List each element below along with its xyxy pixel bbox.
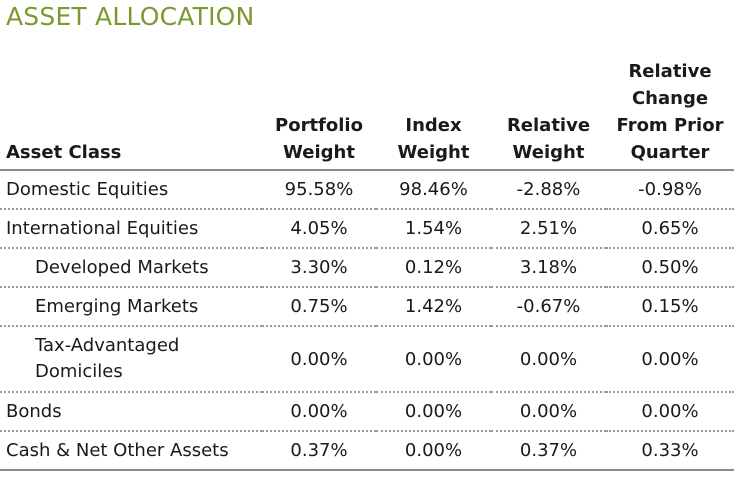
table-row: Bonds 0.00% 0.00% 0.00% 0.00%	[0, 392, 734, 432]
header-line: From Prior	[616, 115, 724, 136]
header-index-weight: Index Weight	[376, 58, 491, 171]
index-weight-cell: 1.54%	[376, 209, 491, 249]
table-row: International Equities 4.05% 1.54% 2.51%…	[0, 209, 734, 249]
portfolio-weight-cell: 0.75%	[262, 287, 376, 327]
asset-class-cell: Tax-Advantaged Domiciles	[0, 326, 262, 393]
index-weight-cell: 0.00%	[376, 392, 491, 432]
relative-weight-cell: -0.67%	[491, 287, 606, 327]
portfolio-weight-cell: 3.30%	[262, 248, 376, 288]
header-line: Quarter	[630, 142, 710, 163]
index-weight-cell: 0.12%	[376, 248, 491, 288]
table-row: Domestic Equities 95.58% 98.46% -2.88% -…	[0, 170, 734, 210]
relative-weight-cell: 0.00%	[491, 326, 606, 393]
portfolio-weight-cell: 95.58%	[262, 170, 376, 210]
header-line: Portfolio	[275, 115, 363, 136]
portfolio-weight-cell: 0.37%	[262, 431, 376, 471]
index-weight-cell: 0.00%	[376, 431, 491, 471]
header-line: Weight	[512, 142, 585, 163]
index-weight-cell: 98.46%	[376, 170, 491, 210]
asset-class-cell: International Equities	[0, 209, 262, 249]
portfolio-weight-cell: 0.00%	[262, 326, 376, 393]
page-title: ASSET ALLOCATION	[6, 2, 255, 31]
header-portfolio-weight: Portfolio Weight	[262, 58, 376, 171]
table-row: Tax-Advantaged Domiciles 0.00% 0.00% 0.0…	[0, 326, 734, 393]
table-row: Developed Markets 3.30% 0.12% 3.18% 0.50…	[0, 248, 734, 288]
table-header-row: Asset Class Portfolio Weight Index Weigh…	[0, 58, 734, 171]
portfolio-weight-cell: 4.05%	[262, 209, 376, 249]
relative-weight-cell: 2.51%	[491, 209, 606, 249]
relative-change-cell: 0.00%	[606, 392, 734, 432]
relative-weight-cell: 3.18%	[491, 248, 606, 288]
portfolio-weight-cell: 0.00%	[262, 392, 376, 432]
relative-change-cell: 0.65%	[606, 209, 734, 249]
header-line: Index	[405, 115, 462, 136]
header-line: Relative	[628, 61, 712, 82]
header-line: Relative	[506, 115, 591, 136]
table-row: Emerging Markets 0.75% 1.42% -0.67% 0.15…	[0, 287, 734, 327]
header-line: Weight	[397, 142, 470, 163]
header-relative-change: Relative Change From Prior Quarter	[606, 58, 734, 171]
asset-allocation-table: Asset Class Portfolio Weight Index Weigh…	[0, 58, 734, 471]
relative-change-cell: -0.98%	[606, 170, 734, 210]
header-asset-class: Asset Class	[0, 58, 262, 171]
header-line: Weight	[283, 142, 355, 163]
table-row: Cash & Net Other Assets 0.37% 0.00% 0.37…	[0, 431, 734, 471]
asset-class-cell: Developed Markets	[0, 248, 262, 288]
header-relative-weight: Relative Weight	[491, 58, 606, 171]
relative-change-cell: 0.15%	[606, 287, 734, 327]
index-weight-cell: 0.00%	[376, 326, 491, 393]
relative-change-cell: 0.33%	[606, 431, 734, 471]
header-line: Change	[631, 88, 709, 109]
relative-weight-cell: 0.37%	[491, 431, 606, 471]
index-weight-cell: 1.42%	[376, 287, 491, 327]
asset-class-cell: Cash & Net Other Assets	[0, 431, 262, 471]
relative-change-cell: 0.00%	[606, 326, 734, 393]
asset-class-cell: Domestic Equities	[0, 170, 262, 210]
asset-class-cell: Emerging Markets	[0, 287, 262, 327]
relative-weight-cell: 0.00%	[491, 392, 606, 432]
relative-weight-cell: -2.88%	[491, 170, 606, 210]
asset-class-cell: Bonds	[0, 392, 262, 432]
relative-change-cell: 0.50%	[606, 248, 734, 288]
